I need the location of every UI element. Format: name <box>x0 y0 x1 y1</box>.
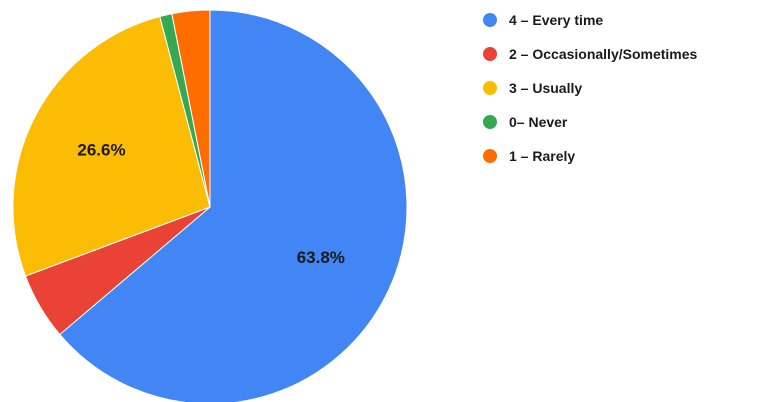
legend-swatch-icon <box>483 115 497 129</box>
data-label-3-usually: 26.6% <box>77 140 125 159</box>
legend-item-3-usually: 3 – Usually <box>483 77 697 99</box>
legend-item-1-rarely: 1 – Rarely <box>483 145 697 167</box>
legend-swatch-icon <box>483 149 497 163</box>
legend-label: 1 – Rarely <box>509 148 576 164</box>
legend-swatch-icon <box>483 81 497 95</box>
pie-slices <box>12 9 408 402</box>
legend-label: 0– Never <box>509 114 568 130</box>
pie-slice-4-every-time <box>59 9 408 402</box>
legend-swatch-icon <box>483 13 497 27</box>
legend-label: 2 – Occasionally/Sometimes <box>509 46 698 62</box>
legend-item-0-never: 0– Never <box>483 111 697 133</box>
pie-slice-3-usually <box>12 15 211 277</box>
legend-swatch-icon <box>483 47 497 61</box>
pie-slice-1-rarely <box>171 9 211 208</box>
legend-item-2-occasionally-sometimes: 2 – Occasionally/Sometimes <box>483 43 697 65</box>
pie-data-labels: 63.8% 26.6% <box>77 140 345 266</box>
legend: 4 – Every time 2 – Occasionally/Sometimes… <box>483 9 697 179</box>
legend-label: 3 – Usually <box>509 80 583 96</box>
legend-item-4-every-time: 4 – Every time <box>483 9 697 31</box>
data-label-4-every-time: 63.8% <box>297 248 345 267</box>
legend-label: 4 – Every time <box>509 12 604 28</box>
